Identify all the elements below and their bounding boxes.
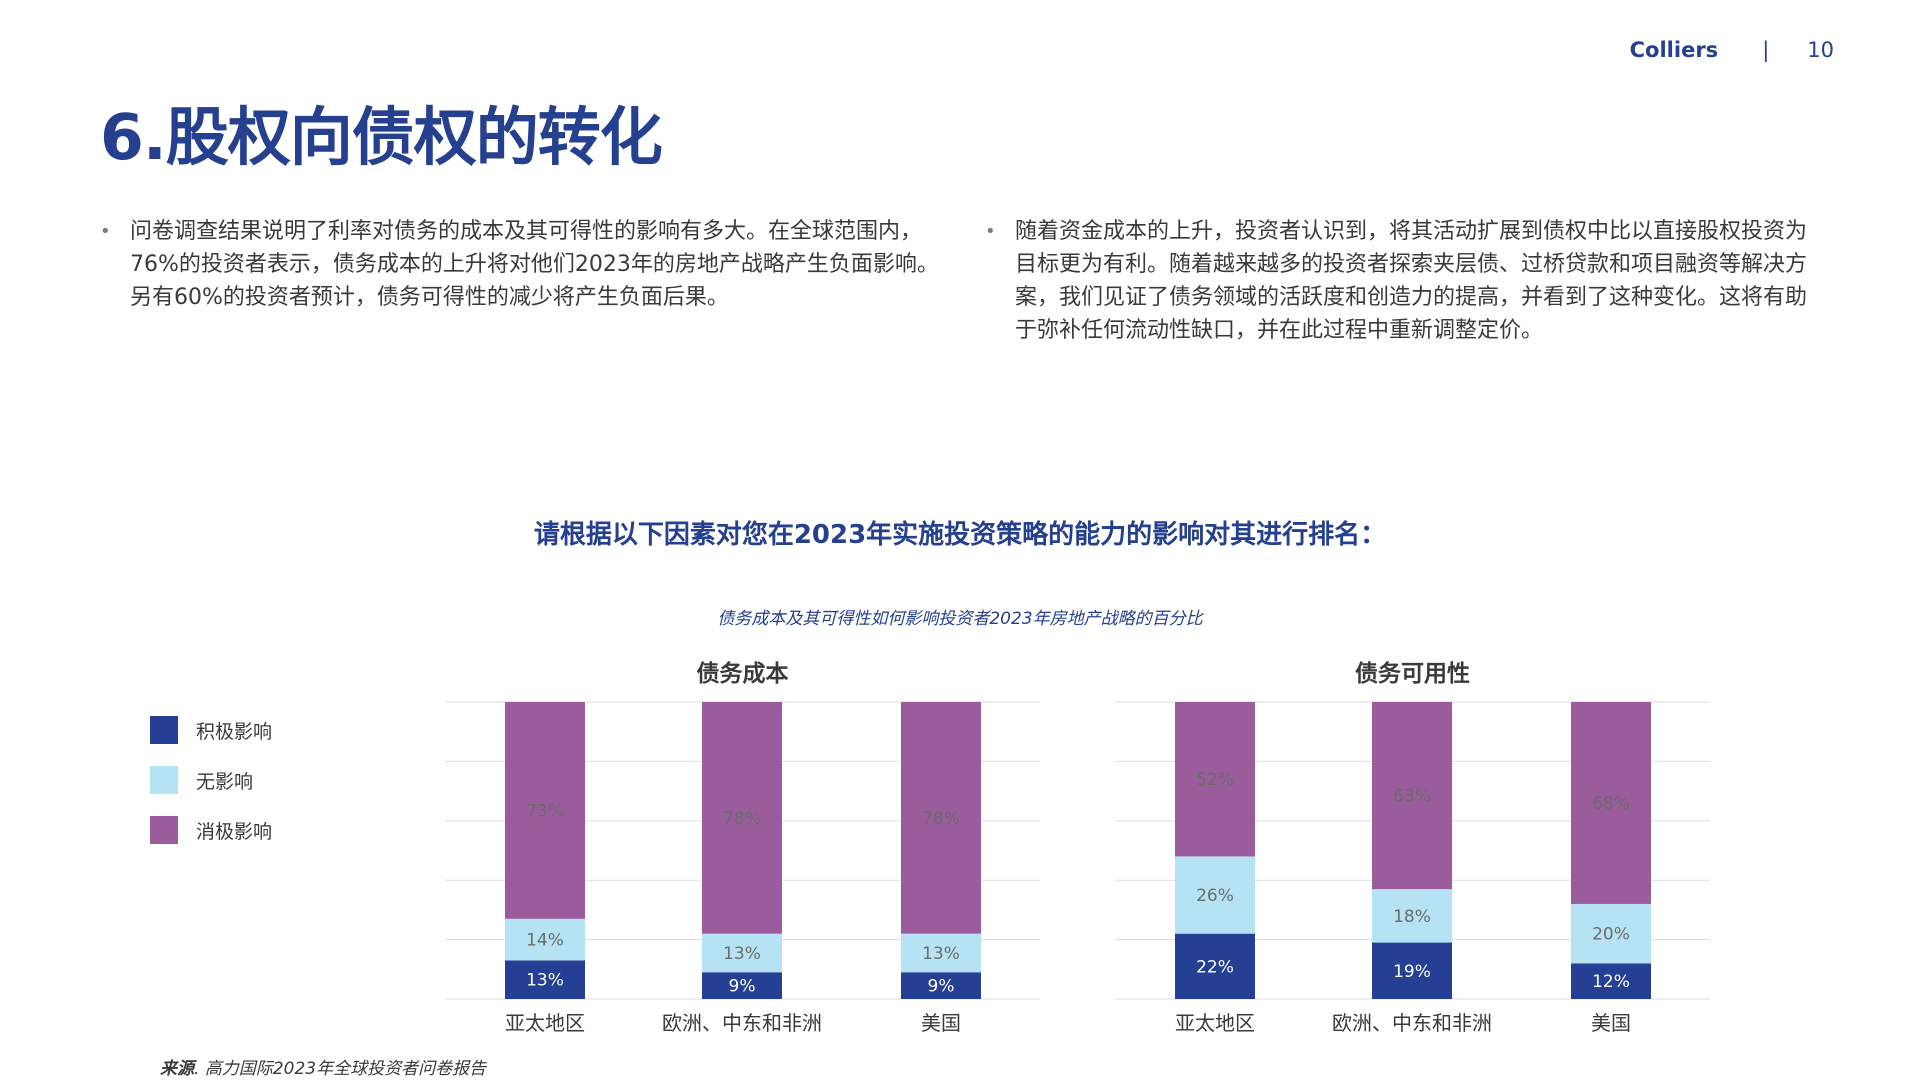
bullet-right-text: 随着资金成本的上升，投资者认识到，将其活动扩展到债权中比以直接股权投资为目标更为… <box>1015 219 1808 343</box>
data-label: 68% <box>1592 794 1630 814</box>
legend-swatch-neutral <box>150 766 178 794</box>
chart-title: 债务可用性 <box>1355 661 1470 687</box>
data-label: 26% <box>1196 886 1234 906</box>
bar-segment <box>1175 856 1255 934</box>
source-dot: . <box>194 1059 205 1079</box>
bullet-left: • 问卷调查结果说明了利率对债务的成本及其可得性的影响有多大。在全球范围内，76… <box>100 215 960 314</box>
bullet-right: • 随着资金成本的上升，投资者认识到，将其活动扩展到债权中比以直接股权投资为目标… <box>985 215 1825 347</box>
data-label: 22% <box>1196 957 1234 977</box>
bar-segment <box>901 933 981 973</box>
legend-swatch-negative <box>150 816 178 844</box>
data-label: 13% <box>922 944 960 964</box>
legend-label: 积极影响 <box>196 720 273 743</box>
bar-segment <box>901 702 981 934</box>
category-label: 美国 <box>1591 1011 1631 1035</box>
data-label: 73% <box>526 801 564 821</box>
source-text: 高力国际2023年全球投资者问卷报告 <box>204 1059 487 1079</box>
bar-segment <box>901 972 981 999</box>
bullet-dot-icon: • <box>100 221 111 242</box>
header-separator: | <box>1762 38 1770 62</box>
chart-caption: 债务成本及其可得性如何影响投资者2023年房地产战略的百分比 <box>717 609 1203 629</box>
chart-legend: 积极影响 无影响 消极影响 <box>150 716 272 866</box>
legend-label: 无影响 <box>196 770 254 793</box>
data-label: 13% <box>526 971 564 991</box>
bar-segment <box>505 960 585 999</box>
source-label: 来源 <box>160 1059 194 1079</box>
bar-segment <box>1571 963 1651 999</box>
category-label: 美国 <box>921 1011 961 1035</box>
page-header: Colliers | 10 <box>1630 38 1834 62</box>
data-label: 18% <box>1393 907 1431 927</box>
bar-segment <box>1372 702 1452 890</box>
bullet-left-text: 问卷调查结果说明了利率对债务的成本及其可得性的影响有多大。在全球范围内，76%的… <box>130 219 939 310</box>
page-title: 6.股权向债权的转化 <box>100 98 663 178</box>
page-title-bold: 6.股权向债权 <box>100 101 477 174</box>
bar-segment <box>1571 702 1651 904</box>
legend-item-positive: 积极影响 <box>150 716 272 744</box>
bar-segment <box>1175 702 1255 857</box>
legend-item-neutral: 无影响 <box>150 766 272 794</box>
bar-segment <box>702 972 782 999</box>
data-label: 63% <box>1393 787 1431 807</box>
bar-segment <box>702 702 782 934</box>
legend-item-negative: 消极影响 <box>150 816 272 844</box>
bullet-dot-icon: • <box>985 221 996 242</box>
bar-segment <box>1372 942 1452 999</box>
legend-label: 消极影响 <box>196 820 273 843</box>
page-number: 10 <box>1807 38 1834 62</box>
category-label: 欧洲、中东和非洲 <box>1332 1011 1492 1035</box>
category-label: 亚太地区 <box>505 1011 585 1035</box>
brand-logo-text[interactable]: Colliers <box>1629 38 1719 62</box>
data-label: 9% <box>928 977 955 997</box>
bar-segment <box>1175 933 1255 999</box>
bar-segment <box>1372 889 1452 943</box>
page-title-regular: 的转化 <box>475 101 663 174</box>
data-label: 12% <box>1592 972 1630 992</box>
bar-segment <box>505 702 585 919</box>
chart-title: 债务成本 <box>697 661 789 687</box>
data-label: 78% <box>723 809 761 829</box>
data-label: 13% <box>723 944 761 964</box>
bar-segment <box>505 918 585 961</box>
category-label: 欧洲、中东和非洲 <box>662 1011 822 1035</box>
data-label: 52% <box>1196 770 1234 790</box>
data-label: 19% <box>1393 962 1431 982</box>
legend-swatch-positive <box>150 716 178 744</box>
data-label: 14% <box>526 931 564 951</box>
survey-question: 请根据以下因素对您在2023年实施投资策略的能力的影响对其进行排名： <box>533 520 1387 550</box>
bar-segment <box>1571 903 1651 964</box>
data-label: 9% <box>729 977 756 997</box>
data-label: 78% <box>922 809 960 829</box>
category-label: 亚太地区 <box>1175 1011 1255 1035</box>
data-label: 20% <box>1592 925 1630 945</box>
source-note: 来源. 高力国际2023年全球投资者问卷报告 <box>160 1054 486 1079</box>
bar-segment <box>702 933 782 973</box>
